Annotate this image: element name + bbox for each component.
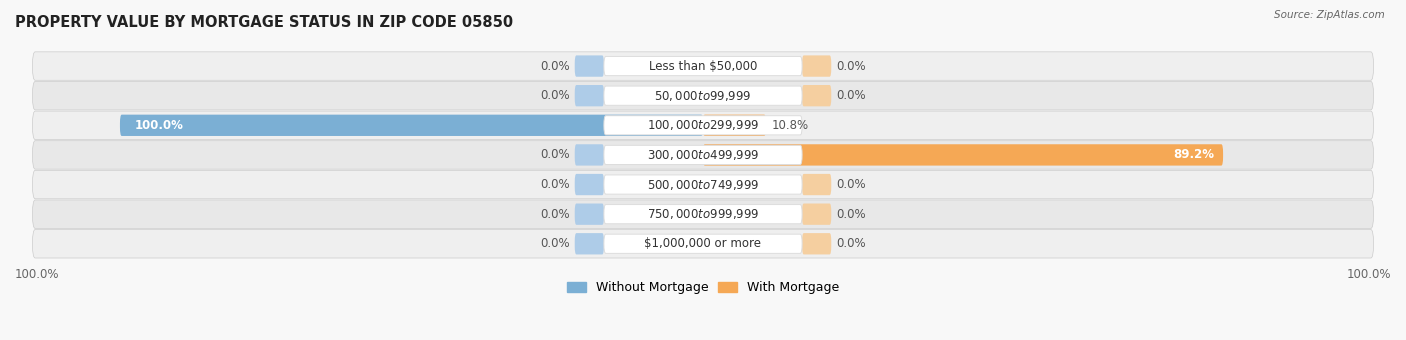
Legend: Without Mortgage, With Mortgage: Without Mortgage, With Mortgage — [562, 276, 844, 299]
Text: $50,000 to $99,999: $50,000 to $99,999 — [654, 89, 752, 103]
FancyBboxPatch shape — [32, 170, 1374, 199]
FancyBboxPatch shape — [575, 144, 605, 166]
FancyBboxPatch shape — [32, 200, 1374, 228]
FancyBboxPatch shape — [801, 55, 831, 77]
Text: 100.0%: 100.0% — [135, 119, 183, 132]
Text: 0.0%: 0.0% — [540, 59, 569, 72]
FancyBboxPatch shape — [575, 55, 605, 77]
FancyBboxPatch shape — [32, 111, 1374, 139]
FancyBboxPatch shape — [605, 205, 801, 224]
FancyBboxPatch shape — [801, 204, 831, 225]
Text: $300,000 to $499,999: $300,000 to $499,999 — [647, 148, 759, 162]
FancyBboxPatch shape — [703, 115, 766, 136]
Text: 0.0%: 0.0% — [540, 208, 569, 221]
Text: 0.0%: 0.0% — [837, 178, 866, 191]
Text: 0.0%: 0.0% — [540, 89, 569, 102]
FancyBboxPatch shape — [575, 233, 605, 254]
Text: PROPERTY VALUE BY MORTGAGE STATUS IN ZIP CODE 05850: PROPERTY VALUE BY MORTGAGE STATUS IN ZIP… — [15, 15, 513, 30]
FancyBboxPatch shape — [703, 144, 1223, 166]
Text: $750,000 to $999,999: $750,000 to $999,999 — [647, 207, 759, 221]
Text: 0.0%: 0.0% — [837, 59, 866, 72]
FancyBboxPatch shape — [32, 52, 1374, 80]
FancyBboxPatch shape — [32, 82, 1374, 110]
Text: $500,000 to $749,999: $500,000 to $749,999 — [647, 177, 759, 191]
FancyBboxPatch shape — [32, 141, 1374, 169]
FancyBboxPatch shape — [605, 145, 801, 165]
Text: 10.8%: 10.8% — [772, 119, 808, 132]
Text: $100,000 to $299,999: $100,000 to $299,999 — [647, 118, 759, 132]
Text: Less than $50,000: Less than $50,000 — [648, 59, 758, 72]
FancyBboxPatch shape — [801, 233, 831, 254]
FancyBboxPatch shape — [120, 115, 703, 136]
FancyBboxPatch shape — [32, 230, 1374, 258]
Text: 0.0%: 0.0% — [837, 208, 866, 221]
Text: 0.0%: 0.0% — [540, 237, 569, 250]
Text: $1,000,000 or more: $1,000,000 or more — [644, 237, 762, 250]
Text: 0.0%: 0.0% — [540, 149, 569, 162]
FancyBboxPatch shape — [605, 86, 801, 105]
FancyBboxPatch shape — [605, 56, 801, 76]
FancyBboxPatch shape — [605, 175, 801, 194]
FancyBboxPatch shape — [575, 204, 605, 225]
Text: 100.0%: 100.0% — [1347, 268, 1391, 281]
FancyBboxPatch shape — [605, 234, 801, 253]
FancyBboxPatch shape — [801, 85, 831, 106]
FancyBboxPatch shape — [575, 85, 605, 106]
Text: Source: ZipAtlas.com: Source: ZipAtlas.com — [1274, 10, 1385, 20]
FancyBboxPatch shape — [801, 174, 831, 195]
FancyBboxPatch shape — [575, 174, 605, 195]
Text: 0.0%: 0.0% — [540, 178, 569, 191]
Text: 0.0%: 0.0% — [837, 237, 866, 250]
Text: 100.0%: 100.0% — [15, 268, 59, 281]
Text: 0.0%: 0.0% — [837, 89, 866, 102]
Text: 89.2%: 89.2% — [1174, 149, 1215, 162]
FancyBboxPatch shape — [605, 116, 801, 135]
